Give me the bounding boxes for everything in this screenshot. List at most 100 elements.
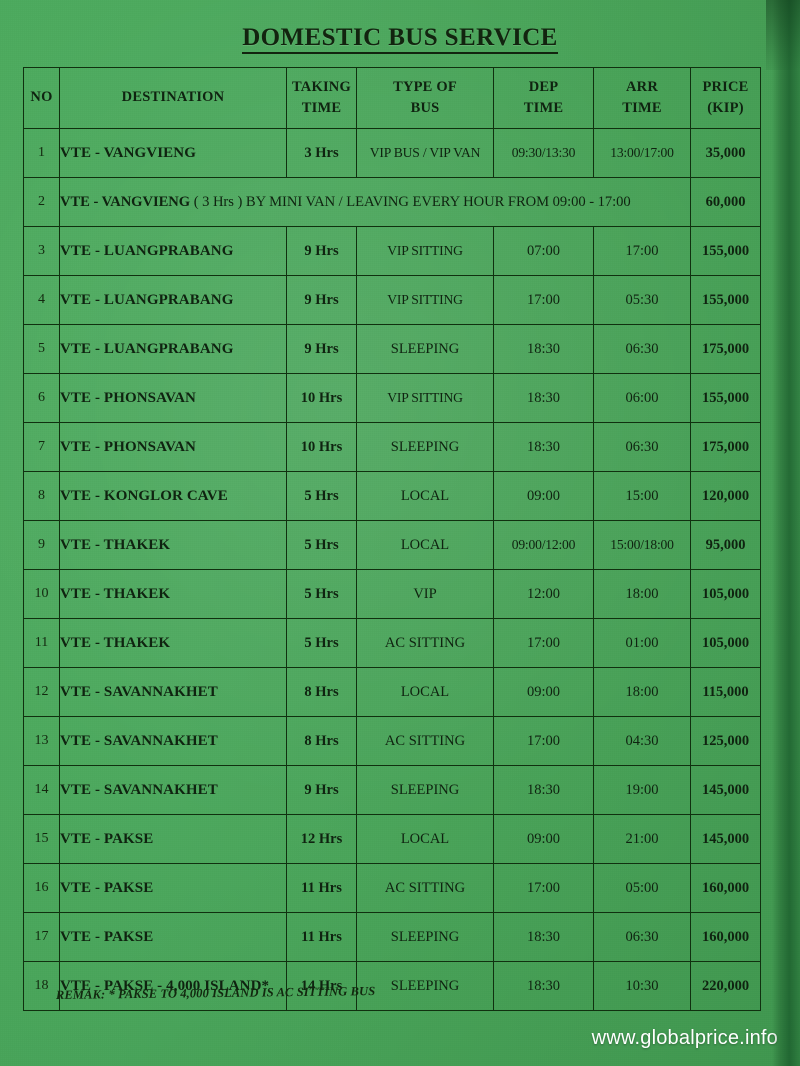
cell-dest: VTE - LUANGPRABANG: [59, 275, 287, 325]
cell-type: SLEEPING: [356, 422, 494, 472]
cell-take: 11 Hrs: [286, 912, 357, 962]
cell-price: 155,000: [690, 275, 761, 325]
cell-price: 175,000: [690, 324, 761, 374]
cell-no: 13: [23, 716, 60, 766]
cell-dest: VTE - THAKEK: [59, 618, 287, 668]
cell-type: LOCAL: [356, 814, 494, 864]
cell-arr: 06:30: [593, 912, 691, 962]
cell-type: AC SITTING: [356, 618, 494, 668]
watermark: www.globalprice.info: [591, 1027, 778, 1049]
column-header-destination: DESTINATION: [59, 67, 287, 129]
cell-note: VTE - VANGVIENG ( 3 Hrs ) BY MINI VAN / …: [59, 177, 691, 227]
cell-price: 125,000: [690, 716, 761, 766]
column-header-price: PRICE (KIP): [690, 67, 761, 129]
cell-dep: 18:30: [493, 373, 594, 423]
cell-take: 9 Hrs: [286, 275, 357, 325]
cell-price: 105,000: [690, 618, 761, 668]
cell-dest: VTE - SAVANNAKHET: [59, 667, 287, 717]
cell-dest: VTE - THAKEK: [59, 520, 287, 570]
cell-no: 3: [23, 226, 60, 276]
cell-dest: VTE - VANGVIENG: [59, 128, 287, 178]
cell-dest: VTE - PAKSE - 4,000 ISLAND*: [59, 961, 287, 1011]
cell-take: 3 Hrs: [286, 128, 357, 178]
table-row: 12 VTE - SAVANNAKHET 8 Hrs LOCAL 09:00 18:00 1…: [23, 667, 761, 717]
cell-no: 16: [23, 863, 60, 913]
cell-dep: 09:00: [493, 471, 594, 521]
table-body: 1 VTE - VANGVIENG 3 Hrs VIP BUS / VIP VAN 09…: [23, 128, 761, 1011]
cell-dest: VTE - SAVANNAKHET: [59, 716, 287, 766]
cell-dep: 07:00: [493, 226, 594, 276]
cell-price: 115,000: [690, 667, 761, 717]
cell-no: 12: [23, 667, 60, 717]
cell-take: 8 Hrs: [286, 716, 357, 766]
table-row: 8 VTE - KONGLOR CAVE 5 Hrs LOCAL 09:00 15:00 1…: [23, 471, 761, 521]
column-header-dep-time-line1: DEP: [528, 78, 559, 95]
cell-dep: 09:00: [493, 814, 594, 864]
cell-arr: 15:00: [593, 471, 691, 521]
table-row: 5 VTE - LUANGPRABANG 9 Hrs SLEEPING 18:30 06:…: [23, 324, 761, 374]
cell-arr: 18:00: [593, 667, 691, 717]
cell-dest: VTE - LUANGPRABANG: [59, 226, 287, 276]
page-title-text: DOMESTIC BUS SERVICE: [242, 24, 558, 54]
cell-arr: 06:30: [593, 422, 691, 472]
column-header-taking-time-line2: TIME: [301, 100, 342, 116]
table-row: 16 VTE - PAKSE 11 Hrs AC SITTING 17:00 05:00 1…: [23, 863, 761, 913]
cell-take: 12 Hrs: [286, 814, 357, 864]
bus-schedule-table-wrapper: NO DESTINATION TAKING TIME TYPE OF BUS D…: [23, 67, 761, 1011]
cell-price: 155,000: [690, 373, 761, 423]
column-header-type-of-bus: TYPE OF BUS: [356, 67, 494, 129]
table-row: 17 VTE - PAKSE 11 Hrs SLEEPING 18:30 06:30 160…: [23, 912, 761, 962]
cell-dep: 17:00: [493, 716, 594, 766]
cell-no: 6: [23, 373, 60, 423]
cell-no: 11: [23, 618, 60, 668]
cell-dep: 18:30: [493, 765, 594, 815]
cell-dep: 18:30: [493, 324, 594, 374]
cell-take: 10 Hrs: [286, 373, 357, 423]
table-header: NO DESTINATION TAKING TIME TYPE OF BUS D…: [23, 67, 761, 129]
cell-no: 5: [23, 324, 60, 374]
cell-dest: VTE - PHONSAVAN: [59, 373, 287, 423]
cell-no: 10: [23, 569, 60, 619]
table-row: 15 VTE - PAKSE 12 Hrs LOCAL 09:00 21:00 145,00…: [23, 814, 761, 864]
cell-arr: 01:00: [593, 618, 691, 668]
cell-dep: 18:30: [493, 422, 594, 472]
cell-dest: VTE - PAKSE: [59, 912, 287, 962]
cell-take: 5 Hrs: [286, 471, 357, 521]
cell-take: 8 Hrs: [286, 667, 357, 717]
cell-dest: VTE - THAKEK: [59, 569, 287, 619]
cell-price: 145,000: [690, 765, 761, 815]
cell-take: 10 Hrs: [286, 422, 357, 472]
cell-price: 175,000: [690, 422, 761, 472]
table-row: 11 VTE - THAKEK 5 Hrs AC SITTING 17:00 01:00 1…: [23, 618, 761, 668]
cell-arr: 10:30: [593, 961, 691, 1011]
cell-dest: VTE - PAKSE: [59, 863, 287, 913]
cell-dep: 09:00/12:00: [493, 520, 594, 570]
bus-schedule-table: NO DESTINATION TAKING TIME TYPE OF BUS D…: [23, 67, 761, 1011]
column-header-taking-time: TAKING TIME: [286, 67, 357, 129]
cell-no: 7: [23, 422, 60, 472]
cell-take: 9 Hrs: [286, 226, 357, 276]
column-header-price-line2: (KIP): [707, 100, 744, 116]
cell-type: VIP SITTING: [356, 373, 494, 423]
table-row: 13 VTE - SAVANNAKHET 8 Hrs AC SITTING 17:00 0…: [23, 716, 761, 766]
cell-type: SLEEPING: [356, 961, 494, 1011]
cell-price: 35,000: [690, 128, 761, 178]
cell-type: VIP: [356, 569, 494, 619]
table-row: 6 VTE - PHONSAVAN 10 Hrs VIP SITTING 18:30 06…: [23, 373, 761, 423]
table-row: 3 VTE - LUANGPRABANG 9 Hrs VIP SITTING 07:00…: [23, 226, 761, 276]
column-header-arr-time: ARR TIME: [593, 67, 691, 129]
cell-price: 105,000: [690, 569, 761, 619]
cell-price: 145,000: [690, 814, 761, 864]
cell-price: 120,000: [690, 471, 761, 521]
cell-note-destination: VTE - VANGVIENG: [60, 193, 191, 210]
cell-arr: 15:00/18:00: [593, 520, 691, 570]
cell-dep: 17:00: [493, 275, 594, 325]
cell-dest: VTE - SAVANNAKHET: [59, 765, 287, 815]
column-header-no: NO: [23, 67, 60, 129]
column-header-type-of-bus-line1: TYPE OF: [393, 78, 457, 95]
table-row: 1 VTE - VANGVIENG 3 Hrs VIP BUS / VIP VAN 09…: [23, 128, 761, 178]
column-header-price-line1: PRICE: [702, 78, 749, 95]
cell-take: 5 Hrs: [286, 520, 357, 570]
cell-no: 15: [23, 814, 60, 864]
cell-arr: 05:00: [593, 863, 691, 913]
